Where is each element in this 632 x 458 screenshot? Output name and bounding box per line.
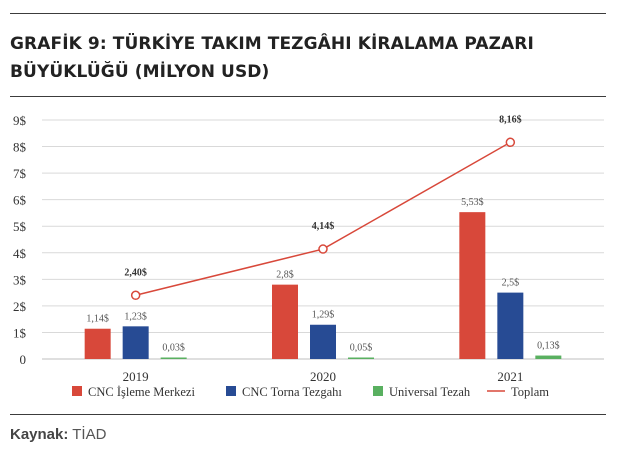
y-tick-label: 4$ — [13, 246, 27, 261]
total-point — [505, 137, 516, 148]
y-tick-label: 7$ — [13, 166, 27, 181]
legend-swatch — [226, 386, 236, 396]
bar — [310, 324, 336, 359]
bar-data-label: 2,5$ — [502, 278, 520, 289]
bar — [459, 212, 486, 359]
legend-swatch — [373, 386, 383, 396]
y-tick-label: 0 — [20, 352, 27, 367]
legend-swatch — [72, 386, 82, 396]
x-tick-label: 2020 — [310, 369, 336, 384]
chart-title: GRAFİK 9: TÜRKİYE TAKIM TEZGÂHI KİRALAMA… — [10, 30, 610, 86]
y-tick-label: 5$ — [13, 219, 27, 234]
legend-label: CNC İşleme Merkezi — [88, 385, 195, 399]
bar — [272, 284, 298, 359]
title-line-2: BÜYÜKLÜĞÜ (MİLYON USD) — [10, 62, 270, 82]
bar — [160, 357, 187, 359]
bar — [497, 292, 524, 359]
bar-data-label: 5,53$ — [461, 197, 484, 208]
bar — [122, 326, 149, 359]
total-data-label: 2,40$ — [124, 267, 147, 278]
bar-data-label: 1,29$ — [312, 310, 335, 321]
total-line — [135, 141, 511, 296]
source-note: Kaynak: TİAD — [10, 426, 106, 443]
bar — [348, 357, 374, 359]
y-tick-label: 6$ — [13, 193, 27, 208]
title-rule — [10, 96, 606, 97]
bar — [535, 355, 562, 359]
bottom-rule — [10, 414, 606, 415]
bar-data-label: 1,23$ — [124, 311, 147, 322]
bar-data-label: 0,03$ — [162, 343, 185, 354]
bar-data-label: 1,14$ — [86, 314, 109, 325]
bar — [84, 328, 111, 359]
source-label: Kaynak: — [10, 426, 69, 443]
bar-data-label: 2,8$ — [276, 270, 294, 281]
y-tick-label: 2$ — [13, 299, 27, 314]
legend-label: Universal Tezah — [389, 385, 471, 399]
total-point — [130, 290, 141, 301]
bar-line-chart: 0 1$ 2$ 3$ 4$ 5$ 6$ 7$ 8$ 9$ 2019 2020 2021 1,14$ 2,8$… — [13, 113, 604, 399]
title-line-1: GRAFİK 9: TÜRKİYE TAKIM TEZGÂHI KİRALAMA… — [10, 34, 534, 54]
x-tick-label: 2021 — [497, 369, 523, 384]
total-data-label: 4,14$ — [312, 221, 335, 232]
total-point — [318, 244, 328, 254]
total-data-label: 8,16$ — [499, 114, 522, 125]
y-tick-label: 8$ — [13, 140, 27, 155]
source-value: TİAD — [72, 426, 107, 443]
x-tick-label: 2019 — [123, 369, 149, 384]
legend-label: Toplam — [511, 385, 549, 399]
bar-data-label: 0,05$ — [350, 343, 373, 354]
top-rule — [10, 13, 606, 14]
bar-data-label: 0,13$ — [537, 341, 560, 352]
y-tick-label: 1$ — [13, 325, 27, 340]
y-tick-label: 9$ — [13, 113, 27, 128]
y-tick-label: 3$ — [13, 272, 27, 287]
legend-label: CNC Torna Tezgahı — [242, 385, 342, 399]
